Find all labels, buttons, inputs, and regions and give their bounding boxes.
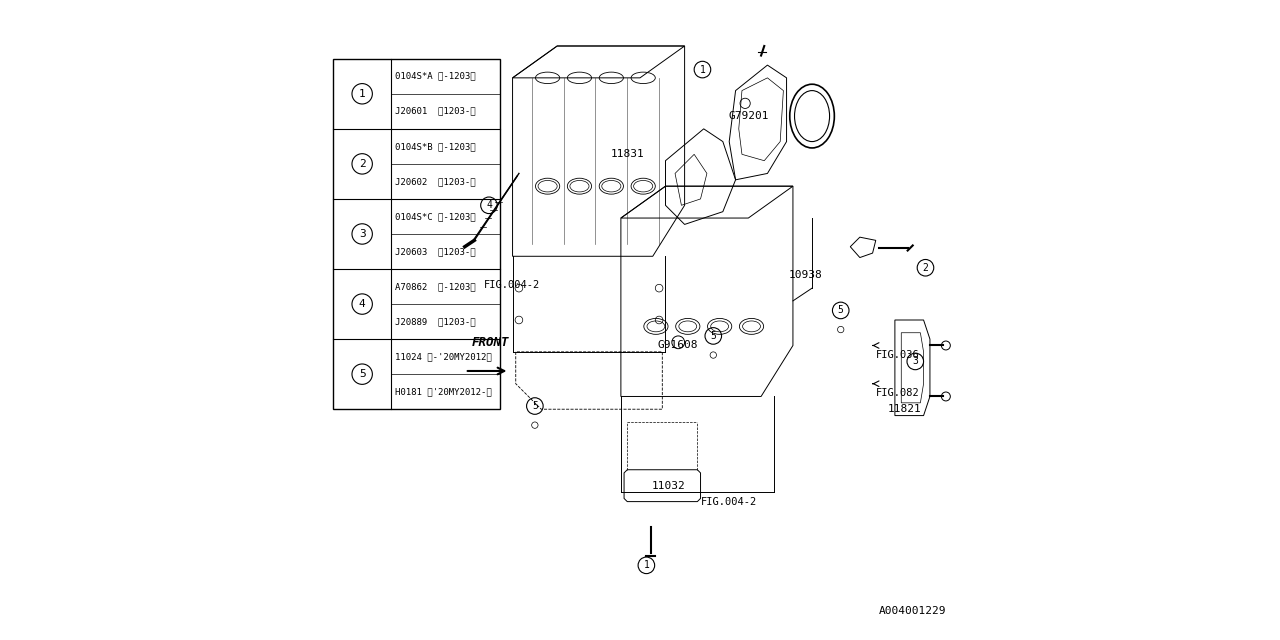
Text: 11821: 11821 — [887, 404, 922, 414]
Text: A004001229: A004001229 — [878, 606, 946, 616]
Text: FIG.036: FIG.036 — [876, 350, 919, 360]
Text: FIG.082: FIG.082 — [876, 388, 919, 399]
Text: J20601  （1203-）: J20601 （1203-） — [394, 107, 475, 116]
Text: 2: 2 — [923, 263, 928, 273]
Text: J20603  （1203-）: J20603 （1203-） — [394, 247, 475, 256]
Text: 2: 2 — [358, 159, 366, 169]
Text: J20889  （1203-）: J20889 （1203-） — [394, 317, 475, 326]
Text: 3: 3 — [913, 356, 918, 367]
Text: FIG.004-2: FIG.004-2 — [484, 280, 540, 290]
Text: 1: 1 — [644, 561, 649, 570]
Text: 0104S*B （-1203）: 0104S*B （-1203） — [394, 142, 475, 151]
Text: 3: 3 — [358, 229, 366, 239]
Text: 11831: 11831 — [611, 149, 644, 159]
Text: 11024 （-'20MY2012）: 11024 （-'20MY2012） — [394, 352, 492, 361]
Text: 0104S*A （-1203）: 0104S*A （-1203） — [394, 72, 475, 81]
Text: 1: 1 — [358, 89, 366, 99]
Text: 4: 4 — [358, 299, 366, 309]
Text: 1: 1 — [699, 65, 705, 75]
Text: 11032: 11032 — [652, 481, 686, 491]
Text: H0181 ＼'20MY2012-）: H0181 ＼'20MY2012-） — [394, 387, 492, 396]
Text: J20602  （1203-）: J20602 （1203-） — [394, 177, 475, 186]
Text: A70862  （-1203）: A70862 （-1203） — [394, 282, 475, 291]
Text: 0104S*C （-1203）: 0104S*C （-1203） — [394, 212, 475, 221]
Text: 5: 5 — [838, 305, 844, 316]
Text: 4: 4 — [486, 200, 492, 211]
Text: 5: 5 — [358, 369, 366, 379]
Text: 5: 5 — [710, 331, 717, 341]
Text: G79201: G79201 — [728, 111, 768, 121]
Text: FIG.004-2: FIG.004-2 — [700, 497, 756, 507]
Text: FRONT: FRONT — [471, 335, 509, 349]
Text: 10938: 10938 — [788, 270, 823, 280]
Text: G91608: G91608 — [658, 340, 699, 351]
Text: 5: 5 — [532, 401, 538, 411]
